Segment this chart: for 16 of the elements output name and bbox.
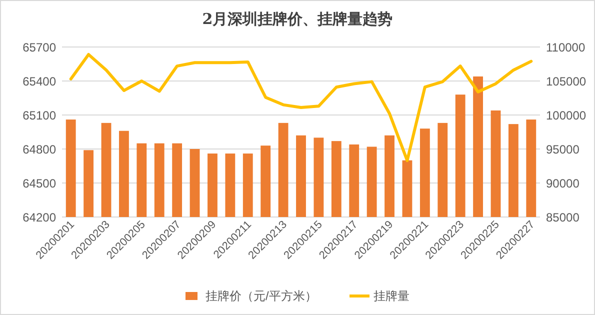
y-tick-label: 65400 (22, 74, 56, 88)
y2-tick-label: 110000 (546, 40, 586, 54)
chart-title: 2月深圳挂牌价、挂牌量趋势 (202, 10, 393, 28)
y-tick-label: 64200 (22, 210, 56, 224)
y-tick-label: 64800 (22, 142, 56, 156)
y2-tick-label: 100000 (546, 108, 586, 122)
y-tick-label: 65100 (22, 108, 56, 122)
y2-tick-label: 90000 (546, 176, 580, 190)
y-tick-label: 64500 (22, 176, 56, 190)
y2-tick-label: 85000 (546, 210, 580, 224)
y2-tick-label: 105000 (546, 74, 586, 88)
y-tick-label: 65700 (22, 40, 56, 54)
legend-label: 挂牌量 (374, 289, 410, 303)
legend-label: 挂牌价（元/平方米） (206, 289, 317, 303)
line-series (69, 52, 533, 162)
y2-tick-label: 95000 (546, 142, 580, 156)
